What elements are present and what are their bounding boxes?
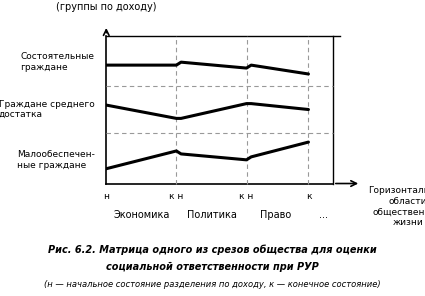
Text: Экономика: Экономика bbox=[113, 210, 170, 220]
Text: Право: Право bbox=[260, 210, 292, 220]
Text: социальной ответственности при РУР: социальной ответственности при РУР bbox=[106, 262, 319, 272]
Text: Горизонтальные
области
общественной
жизни: Горизонтальные области общественной жизн… bbox=[368, 186, 425, 227]
Text: к: к bbox=[306, 192, 311, 201]
Text: (н — начальное состояние разделения по доходу, к — конечное состояние): (н — начальное состояние разделения по д… bbox=[44, 280, 381, 289]
Text: Вертикальное разделение
(группы по доходу): Вертикальное разделение (группы по доход… bbox=[37, 0, 175, 12]
Text: Состоятельные
граждане: Состоятельные граждане bbox=[20, 52, 94, 72]
Text: к н: к н bbox=[169, 192, 184, 201]
Text: Рис. 6.2. Матрица одного из срезов общества для оценки: Рис. 6.2. Матрица одного из срезов общес… bbox=[48, 244, 377, 255]
Text: н: н bbox=[103, 192, 109, 201]
Text: ...: ... bbox=[319, 210, 328, 220]
Text: Граждане среднего
достатка: Граждане среднего достатка bbox=[0, 100, 94, 119]
Text: Политика: Политика bbox=[187, 210, 236, 220]
Text: Малообеспечен-
ные граждане: Малообеспечен- ные граждане bbox=[17, 150, 94, 170]
Text: к н: к н bbox=[239, 192, 254, 201]
